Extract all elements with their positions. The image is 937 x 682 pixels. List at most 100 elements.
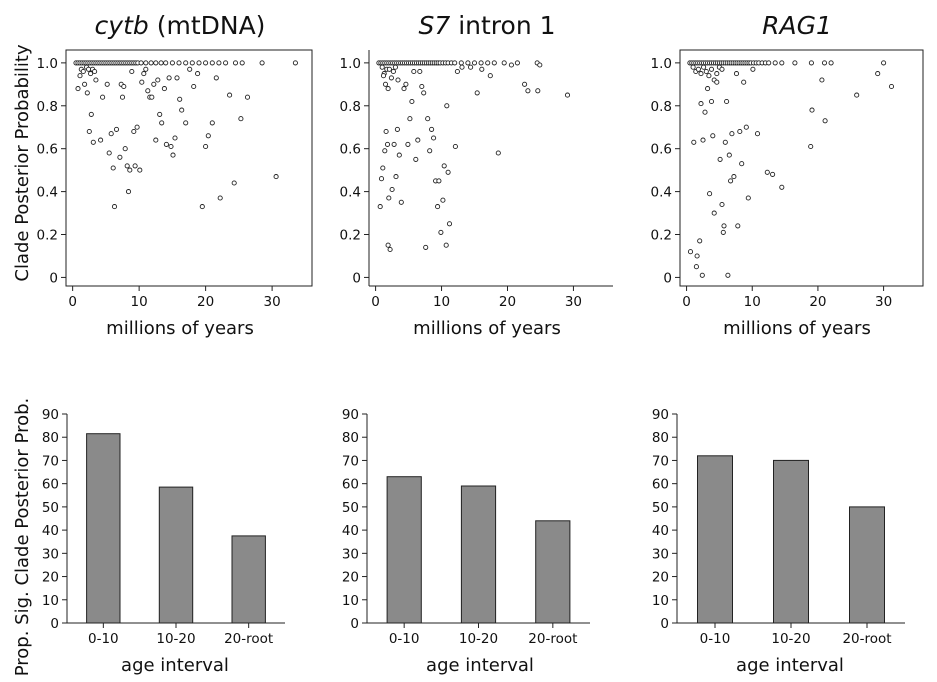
data-point	[729, 131, 735, 137]
data-point	[195, 71, 201, 77]
data-point	[148, 60, 154, 66]
data-point	[145, 88, 151, 94]
data-point	[172, 135, 178, 141]
data-point	[403, 81, 409, 87]
data-point	[98, 137, 104, 143]
y-tick-label: 0	[50, 616, 59, 632]
y-tick-label: 0.2	[340, 228, 361, 244]
x-tick-label: 20-root	[842, 631, 891, 647]
y-tick-label: 0	[663, 270, 672, 286]
data-point	[720, 229, 726, 235]
data-point	[708, 98, 715, 105]
data-point	[159, 120, 165, 126]
data-point	[191, 83, 197, 90]
data-point	[745, 195, 751, 201]
data-point	[75, 86, 81, 92]
scatter-y-axis-title: Clade Posterior Probability	[12, 44, 33, 282]
bar	[460, 485, 497, 624]
data-point	[392, 64, 398, 70]
data-point	[687, 249, 694, 255]
data-point	[436, 178, 442, 184]
data-point	[396, 152, 402, 158]
data-point	[819, 77, 825, 83]
data-point	[168, 143, 174, 150]
data-point	[383, 128, 389, 135]
data-point	[724, 98, 730, 105]
data-point	[525, 88, 531, 94]
x-tick-label: 20-root	[224, 631, 273, 647]
data-point	[384, 141, 391, 147]
data-point	[216, 60, 222, 66]
x-tick-label: 10-20	[156, 631, 195, 647]
data-point	[700, 137, 706, 143]
data-point	[113, 126, 120, 132]
x-tick-label: 20	[197, 294, 214, 310]
data-point	[205, 133, 211, 139]
y-tick-label: 0.8	[340, 99, 361, 115]
data-point	[393, 174, 399, 180]
x-tick-label: 10-20	[771, 631, 810, 647]
data-point	[564, 92, 571, 98]
data-point	[702, 109, 708, 115]
bar-panel-cytb: age interval 0 10 20 30 40 50 60 70 80 90 0-10 10-2…	[42, 407, 285, 676]
data-point	[209, 60, 215, 66]
y-tick-label: 70	[652, 453, 669, 469]
data-point	[166, 75, 172, 81]
x-tick-label: 20-root	[528, 631, 577, 647]
data-point	[479, 66, 485, 72]
y-tick-label: 10	[652, 593, 669, 609]
data-point	[395, 77, 401, 83]
bar	[386, 476, 422, 624]
data-point	[131, 128, 137, 135]
y-tick-label: 40	[42, 523, 59, 539]
data-point	[454, 68, 460, 75]
data-point	[698, 101, 704, 107]
data-point	[809, 107, 815, 113]
panel-title-part: (mtDNA)	[149, 11, 266, 40]
data-point	[714, 79, 720, 85]
data-point	[458, 60, 464, 66]
data-point	[125, 189, 132, 195]
data-point	[111, 204, 118, 210]
data-point	[129, 68, 135, 75]
data-point	[468, 64, 474, 70]
x-tick-label: 10	[131, 294, 148, 310]
y-tick-label: 0.2	[37, 228, 58, 244]
data-point	[710, 133, 716, 139]
data-point	[292, 60, 298, 66]
data-point	[183, 120, 189, 126]
data-point	[119, 94, 126, 100]
bar-panel-rag1: age interval 0 10 20 30 40 50 60 70 80 90 0-10 10-2…	[652, 407, 905, 676]
x-axis-title: millions of years	[413, 318, 561, 339]
data-point	[411, 68, 417, 75]
data-point	[232, 60, 239, 66]
data-point	[766, 60, 772, 66]
data-point	[822, 118, 828, 124]
data-point	[739, 161, 745, 167]
panel-title-part: cytb	[95, 11, 149, 40]
data-point	[764, 169, 770, 175]
data-point	[106, 150, 112, 156]
data-point	[719, 66, 725, 72]
data-point	[717, 156, 723, 162]
data-point	[537, 62, 543, 68]
data-point	[176, 60, 182, 66]
panel-title: RAG1	[762, 11, 832, 40]
data-point	[754, 131, 761, 137]
y-tick-label: 0.8	[651, 99, 672, 115]
data-point	[382, 81, 389, 87]
y-tick-label: 0.6	[651, 142, 672, 158]
y-tick-label: 80	[652, 430, 669, 446]
data-point	[139, 79, 145, 85]
data-point	[743, 124, 749, 130]
data-point	[122, 146, 128, 152]
data-point	[407, 116, 413, 122]
data-point	[735, 223, 741, 229]
data-point	[435, 204, 441, 210]
bar	[773, 459, 809, 624]
data-point	[828, 60, 834, 66]
data-point	[385, 86, 391, 92]
data-point	[728, 178, 734, 184]
data-point	[259, 60, 265, 66]
data-point	[706, 73, 712, 79]
